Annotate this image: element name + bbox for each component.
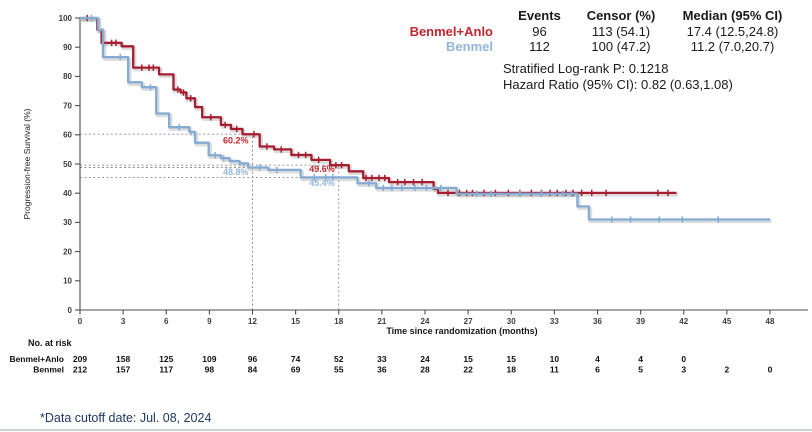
risk-count: 109 bbox=[202, 354, 216, 364]
x-tick-label: 27 bbox=[464, 317, 473, 326]
risk-count: 15 bbox=[507, 354, 517, 364]
legend-label-benmel-anlo: Benmel+Anlo bbox=[409, 23, 493, 39]
y-tick-label: 20 bbox=[63, 247, 72, 256]
risk-count: 15 bbox=[463, 354, 473, 364]
risk-count: 10 bbox=[550, 354, 560, 364]
risk-table-title: No. at risk bbox=[28, 338, 73, 348]
legend-label-benmel: Benmel bbox=[446, 39, 493, 54]
y-tick-label: 10 bbox=[63, 277, 72, 286]
stats-header-median: Median (95% CI) bbox=[682, 8, 783, 23]
risk-count: 84 bbox=[248, 365, 258, 375]
x-tick-label: 21 bbox=[377, 317, 386, 326]
risk-count: 4 bbox=[595, 354, 600, 364]
risk-count: 6 bbox=[595, 365, 600, 375]
x-tick-label: 42 bbox=[679, 317, 688, 326]
risk-count: 0 bbox=[681, 354, 686, 364]
risk-count: 117 bbox=[159, 365, 173, 375]
risk-count: 98 bbox=[205, 365, 215, 375]
stats-header-censor: Censor (%) bbox=[586, 8, 656, 23]
censor-benmel-anlo: 113 (54.1) bbox=[591, 23, 651, 39]
annotation-48-8pct: 48.8% bbox=[223, 167, 249, 177]
y-tick-label: 50 bbox=[63, 160, 72, 169]
x-tick-label: 15 bbox=[291, 317, 300, 326]
risk-count: 4 bbox=[638, 354, 643, 364]
stats-table: Events Censor (%) Median (95% CI) Benmel… bbox=[403, 8, 803, 93]
events-benmel-anlo: 96 bbox=[532, 23, 547, 39]
risk-count: 22 bbox=[463, 365, 473, 375]
y-tick-label: 80 bbox=[63, 72, 72, 81]
x-tick-label: 6 bbox=[164, 317, 169, 326]
risk-row-label: Benmel bbox=[33, 365, 64, 375]
km-curve-benmel bbox=[80, 16, 770, 221]
logrank-text: Stratified Log-rank P: 0.1218 bbox=[503, 60, 669, 76]
x-axis-label: Time since randomization (months) bbox=[386, 326, 537, 336]
y-tick-label: 90 bbox=[63, 43, 72, 52]
y-axis-label: Progression-free Survival (%) bbox=[22, 108, 32, 219]
risk-count: 24 bbox=[420, 354, 430, 364]
risk-count: 209 bbox=[73, 354, 87, 364]
risk-count: 158 bbox=[116, 354, 130, 364]
x-tick-label: 36 bbox=[593, 317, 602, 326]
risk-count: 74 bbox=[291, 354, 301, 364]
risk-count: 52 bbox=[334, 354, 344, 364]
y-tick-label: 30 bbox=[63, 218, 72, 227]
x-tick-label: 12 bbox=[248, 317, 257, 326]
risk-row-label: Benmel+Anlo bbox=[9, 354, 64, 364]
risk-count: 2 bbox=[725, 365, 730, 375]
y-tick-label: 70 bbox=[63, 101, 72, 110]
median-benmel-anlo: 17.4 (12.5,24.8) bbox=[686, 23, 779, 39]
risk-count: 0 bbox=[768, 365, 773, 375]
stats-header-blank bbox=[403, 8, 503, 24]
y-tick-label: 40 bbox=[63, 189, 72, 198]
x-tick-label: 0 bbox=[78, 317, 83, 326]
risk-count: 3 bbox=[681, 365, 686, 375]
annotation-60-2pct: 60.2% bbox=[223, 136, 249, 146]
censor-benmel: 100 (47.2) bbox=[591, 39, 651, 54]
risk-count: 36 bbox=[377, 365, 387, 375]
risk-count: 157 bbox=[116, 365, 130, 375]
x-tick-label: 24 bbox=[421, 317, 430, 326]
x-tick-label: 18 bbox=[334, 317, 343, 326]
median-benmel: 11.2 (7.0,20.7) bbox=[690, 39, 775, 54]
data-cutoff-footnote: *Data cutoff date: Jul. 08, 2024 bbox=[40, 411, 212, 425]
x-tick-label: 39 bbox=[636, 317, 645, 326]
y-tick-label: 60 bbox=[63, 131, 72, 140]
km-curve-benmel-anlo bbox=[80, 16, 677, 195]
risk-count: 125 bbox=[159, 354, 173, 364]
events-benmel: 112 bbox=[529, 39, 550, 54]
x-tick-label: 33 bbox=[550, 317, 559, 326]
stats-grid: Events Censor (%) Median (95% CI) Benmel… bbox=[403, 8, 803, 55]
risk-count: 28 bbox=[420, 365, 430, 375]
risk-count: 5 bbox=[638, 365, 643, 375]
bottom-divider bbox=[0, 429, 812, 431]
risk-count: 96 bbox=[248, 354, 258, 364]
hazard-ratio-text: Hazard Ratio (95% CI): 0.82 (0.63,1.08) bbox=[503, 76, 733, 92]
x-tick-label: 45 bbox=[722, 317, 731, 326]
x-tick-label: 3 bbox=[121, 317, 126, 326]
risk-count: 55 bbox=[334, 365, 344, 375]
risk-count: 33 bbox=[377, 354, 387, 364]
risk-count: 18 bbox=[507, 365, 517, 375]
y-tick-label: 100 bbox=[59, 14, 73, 23]
x-tick-label: 30 bbox=[507, 317, 516, 326]
annotation-45-4pct: 45.4% bbox=[309, 178, 335, 188]
risk-count: 69 bbox=[291, 365, 301, 375]
x-tick-label: 9 bbox=[207, 317, 212, 326]
risk-count: 212 bbox=[73, 365, 87, 375]
risk-count: 11 bbox=[550, 365, 559, 375]
annotation-49-6pct: 49.6% bbox=[309, 164, 335, 174]
stats-header-events: Events bbox=[518, 8, 561, 23]
x-tick-label: 48 bbox=[766, 317, 775, 326]
y-tick-label: 0 bbox=[68, 306, 73, 315]
